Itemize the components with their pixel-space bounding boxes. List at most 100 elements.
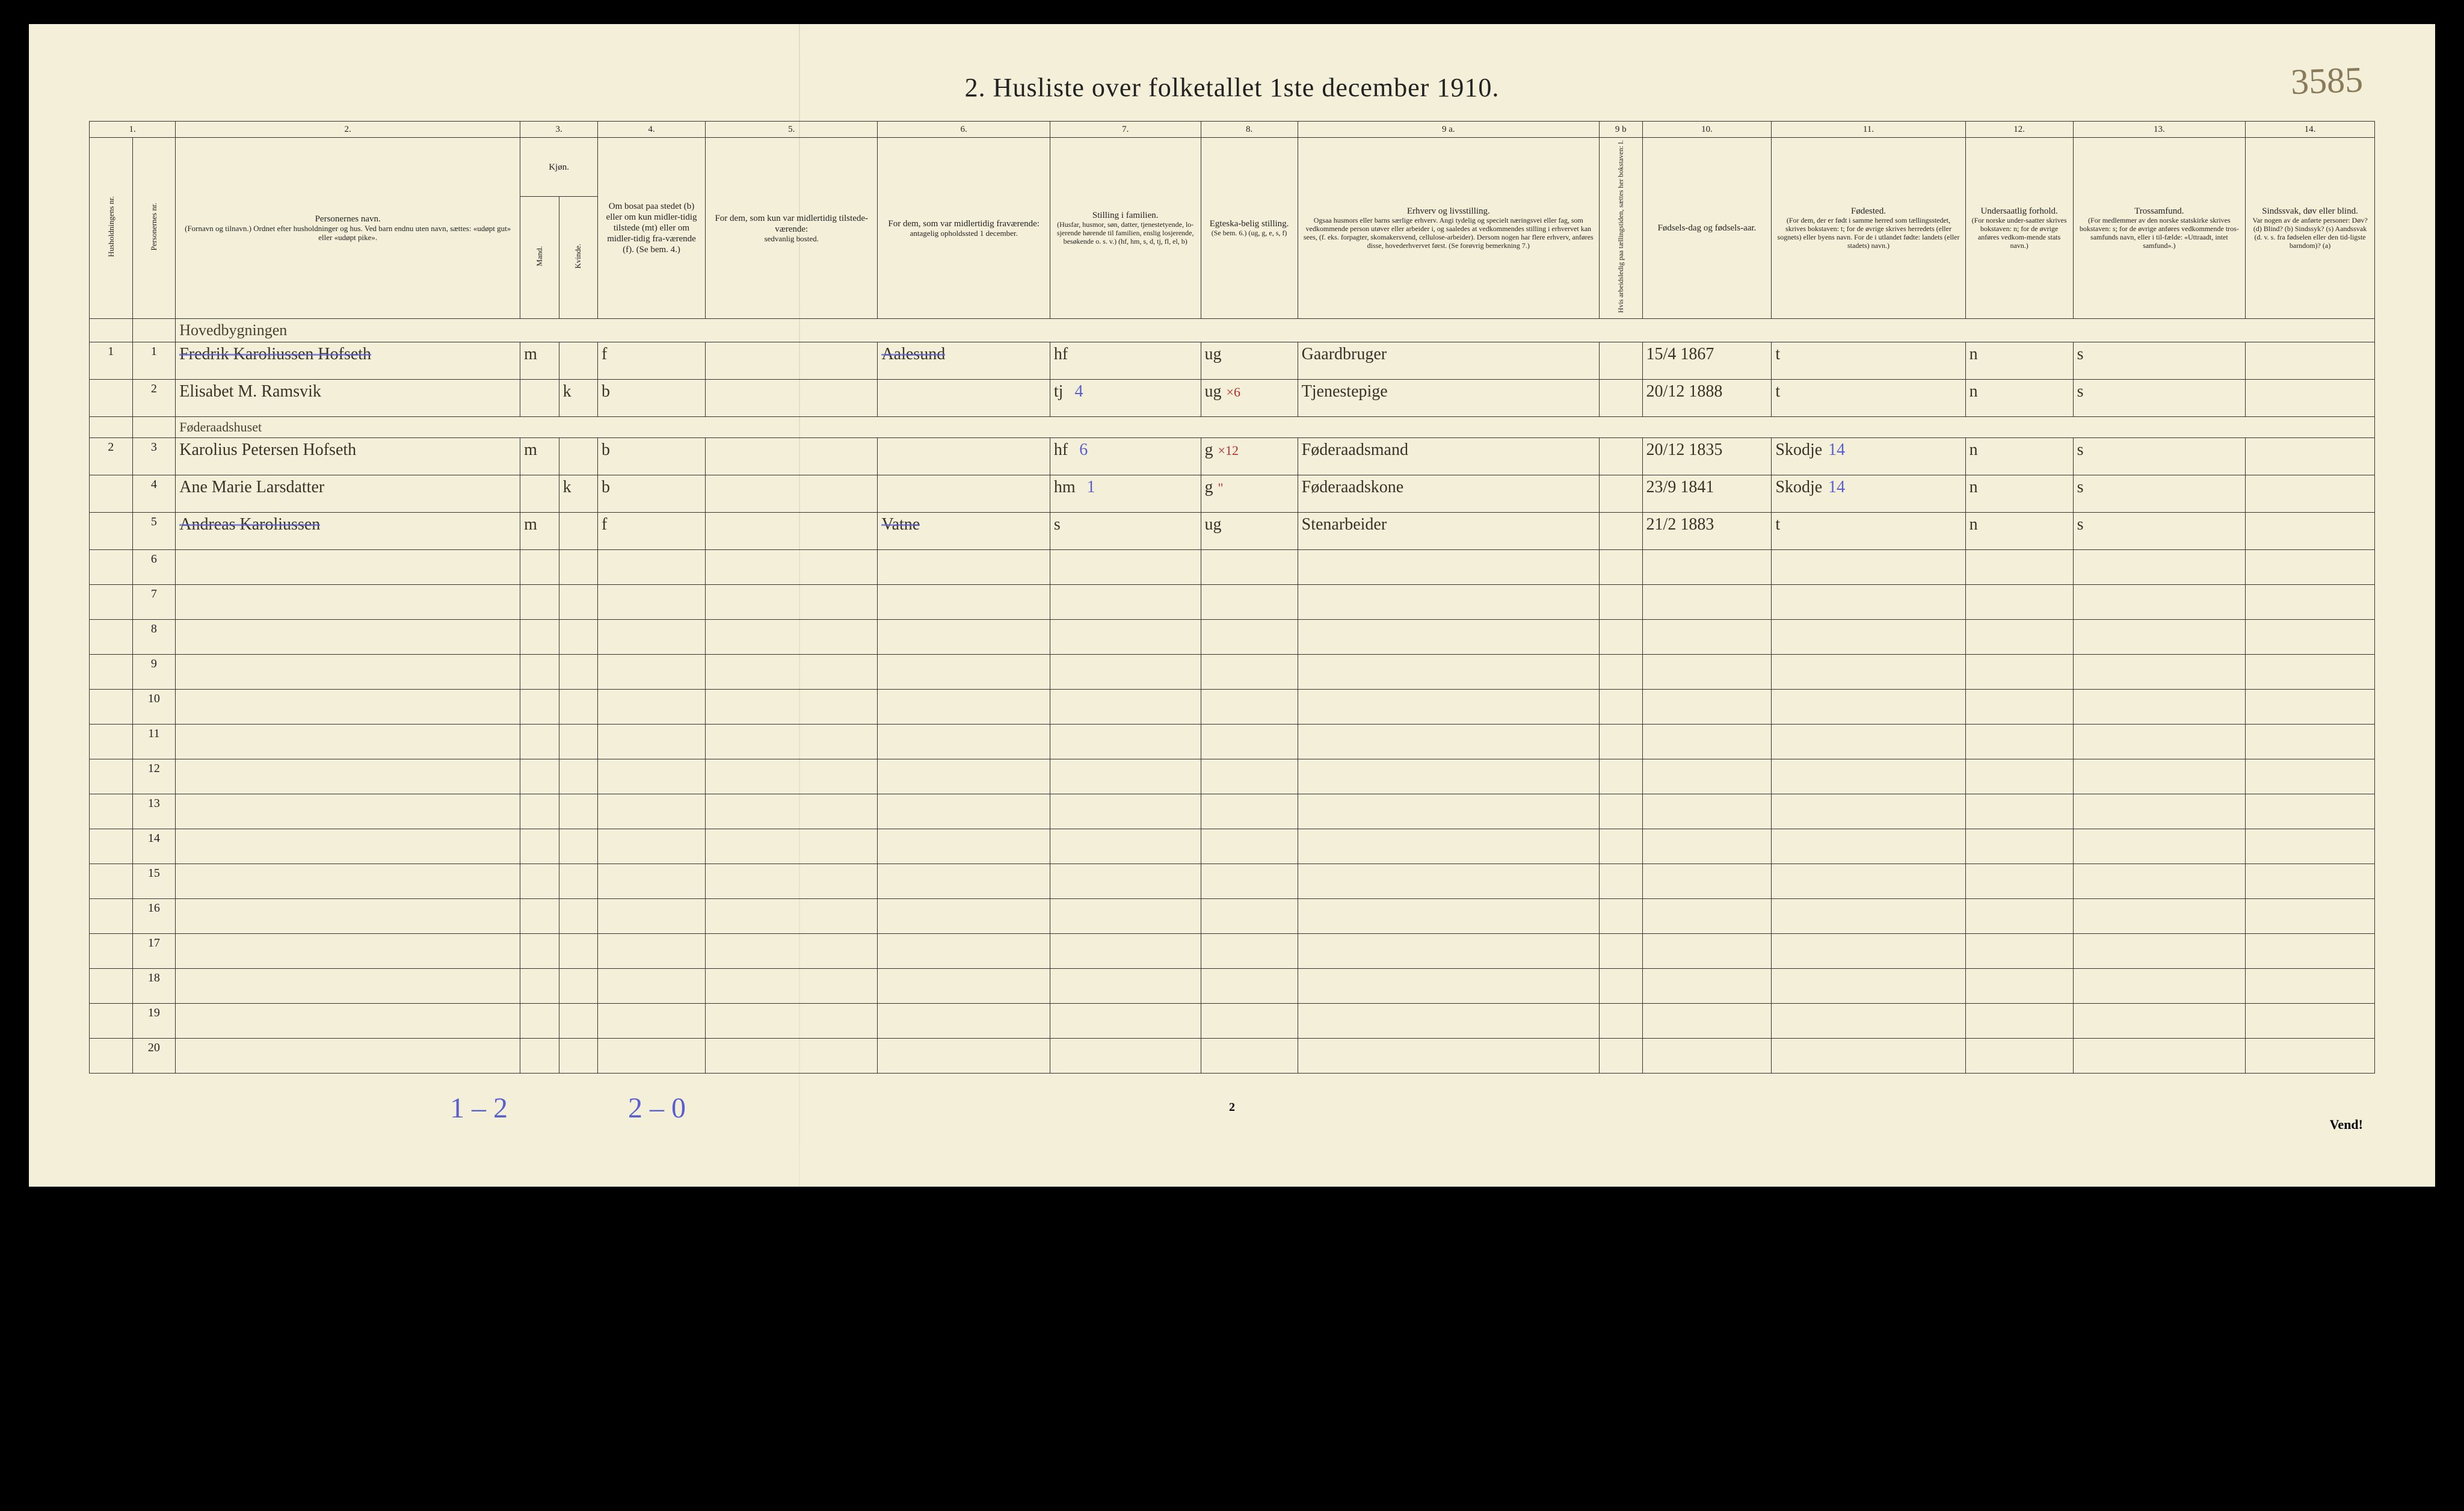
cell-empty: [706, 968, 878, 1003]
cell-husholdning-nr: [90, 933, 133, 968]
cell-empty: [1772, 689, 1965, 724]
cell-empty: [1050, 619, 1201, 654]
colnum-8: 8.: [1201, 122, 1298, 138]
table-row-empty: 6: [90, 549, 2375, 584]
colnum-6: 6.: [878, 122, 1050, 138]
cell-empty: [1599, 619, 1642, 654]
cell-name: Andreas Karoliussen: [176, 512, 520, 549]
cell-empty: [520, 654, 559, 689]
cell-bosat: f: [598, 512, 706, 549]
cell-undersaat: n: [1965, 512, 2073, 549]
cell-empty: [176, 1038, 520, 1073]
cell-trossamfund: s: [2073, 475, 2245, 512]
cell-erhverv: Stenarbeider: [1298, 512, 1599, 549]
cell-empty: [2246, 724, 2375, 759]
table-row: 5Andreas KaroliussenmfVatnesugStenarbeid…: [90, 512, 2375, 549]
cell-empty: [1772, 794, 1965, 829]
cell-sex-m: m: [520, 342, 559, 379]
table-row: 2Elisabet M. Ramsvikkbtj 4ug×6Tjenestepi…: [90, 379, 2375, 416]
cell-empty: [2073, 898, 2245, 933]
cell-bosat: b: [598, 475, 706, 512]
cell-empty: [1050, 1003, 1201, 1038]
cell-empty: [1050, 898, 1201, 933]
cell-empty: [2246, 829, 2375, 864]
colnum-9b: 9 b: [1599, 122, 1642, 138]
cell-empty: [1642, 864, 1772, 898]
cell-husholdning-nr: [90, 1003, 133, 1038]
cell-undersaat: n: [1965, 379, 2073, 416]
cell-empty: [176, 898, 520, 933]
cell-husholdning-nr: [90, 1038, 133, 1073]
cell-empty: [1599, 933, 1642, 968]
cell-opholdssted: Aalesund: [878, 342, 1050, 379]
cell-empty: [1298, 829, 1599, 864]
cell-person-nr: 20: [132, 1038, 176, 1073]
cell-empty: [1201, 759, 1298, 794]
cell-empty: [598, 549, 706, 584]
cell-empty: [1965, 759, 2073, 794]
cell-egteskab: ug×6: [1201, 379, 1298, 416]
cell-person-nr: 13: [132, 794, 176, 829]
cell-empty: [1642, 898, 1772, 933]
hdr-kjon: Kjøn.: [520, 138, 598, 197]
cell-empty: [878, 619, 1050, 654]
cell-empty: [1599, 549, 1642, 584]
hdr-trossamfund: Trossamfund. (For medlemmer av den norsk…: [2073, 138, 2245, 319]
cell-husholdning-nr: [90, 864, 133, 898]
cell-empty: [878, 654, 1050, 689]
cell-empty: [176, 829, 520, 864]
cell-sindssvak: [2246, 342, 2375, 379]
cell-husholdning-nr: 1: [90, 342, 133, 379]
cell-empty: [878, 1038, 1050, 1073]
cell-empty: [2246, 759, 2375, 794]
cell-empty: [1050, 759, 1201, 794]
cell-empty: [1298, 1003, 1599, 1038]
cell-empty: [2073, 689, 2245, 724]
hdr-husholdning: Husholdningens nr.: [90, 138, 133, 319]
cell-empty: [598, 1003, 706, 1038]
cell-empty: [1599, 689, 1642, 724]
cell-empty: [1772, 584, 1965, 619]
cell-empty: [1965, 968, 2073, 1003]
cell-empty: [1298, 584, 1599, 619]
table-row-empty: 19: [90, 1003, 2375, 1038]
cell-empty: [1599, 829, 1642, 864]
cell-empty: [176, 968, 520, 1003]
cell-fodselsdato: 15/4 1867: [1642, 342, 1772, 379]
cell-empty: [598, 1038, 706, 1073]
archive-number: 3585: [2290, 59, 2364, 103]
cell-husholdning-nr: [90, 794, 133, 829]
cell-stilling: tj 4: [1050, 379, 1201, 416]
cell-empty: [559, 794, 597, 829]
cell-empty: [598, 864, 706, 898]
cell-empty: [2073, 933, 2245, 968]
cell-empty: [559, 584, 597, 619]
cell-person-nr: 7: [132, 584, 176, 619]
cell-empty: [1298, 759, 1599, 794]
cell-erhverv: Føderaadsmand: [1298, 437, 1599, 475]
table-row-empty: 7: [90, 584, 2375, 619]
cell-empty: [1965, 898, 2073, 933]
cell-empty: [878, 549, 1050, 584]
cell-empty: [2246, 933, 2375, 968]
hdr-navn: Personernes navn. (Fornavn og tilnavn.) …: [176, 138, 520, 319]
cell-empty: [706, 549, 878, 584]
cell-empty: [878, 933, 1050, 968]
cell-fodselsdato: 21/2 1883: [1642, 512, 1772, 549]
section-row: Hovedbygningen: [90, 318, 2375, 342]
cell-empty: [1201, 794, 1298, 829]
cell-husholdning-nr: [90, 689, 133, 724]
page-title: 2. Husliste over folketallet 1ste decemb…: [89, 72, 2375, 103]
cell-empty: [1965, 654, 2073, 689]
cell-empty: [176, 933, 520, 968]
cell-empty: [520, 968, 559, 1003]
cell-empty: [706, 933, 878, 968]
hdr-bosat: Om bosat paa stedet (b) eller om kun mid…: [598, 138, 706, 319]
cell-empty: [520, 898, 559, 933]
cell-empty: [598, 968, 706, 1003]
cell-name: Ane Marie Larsdatter: [176, 475, 520, 512]
cell-empty: [176, 654, 520, 689]
cell-empty: [2073, 654, 2245, 689]
cell-empty: [1298, 619, 1599, 654]
colnum-11: 11.: [1772, 122, 1965, 138]
